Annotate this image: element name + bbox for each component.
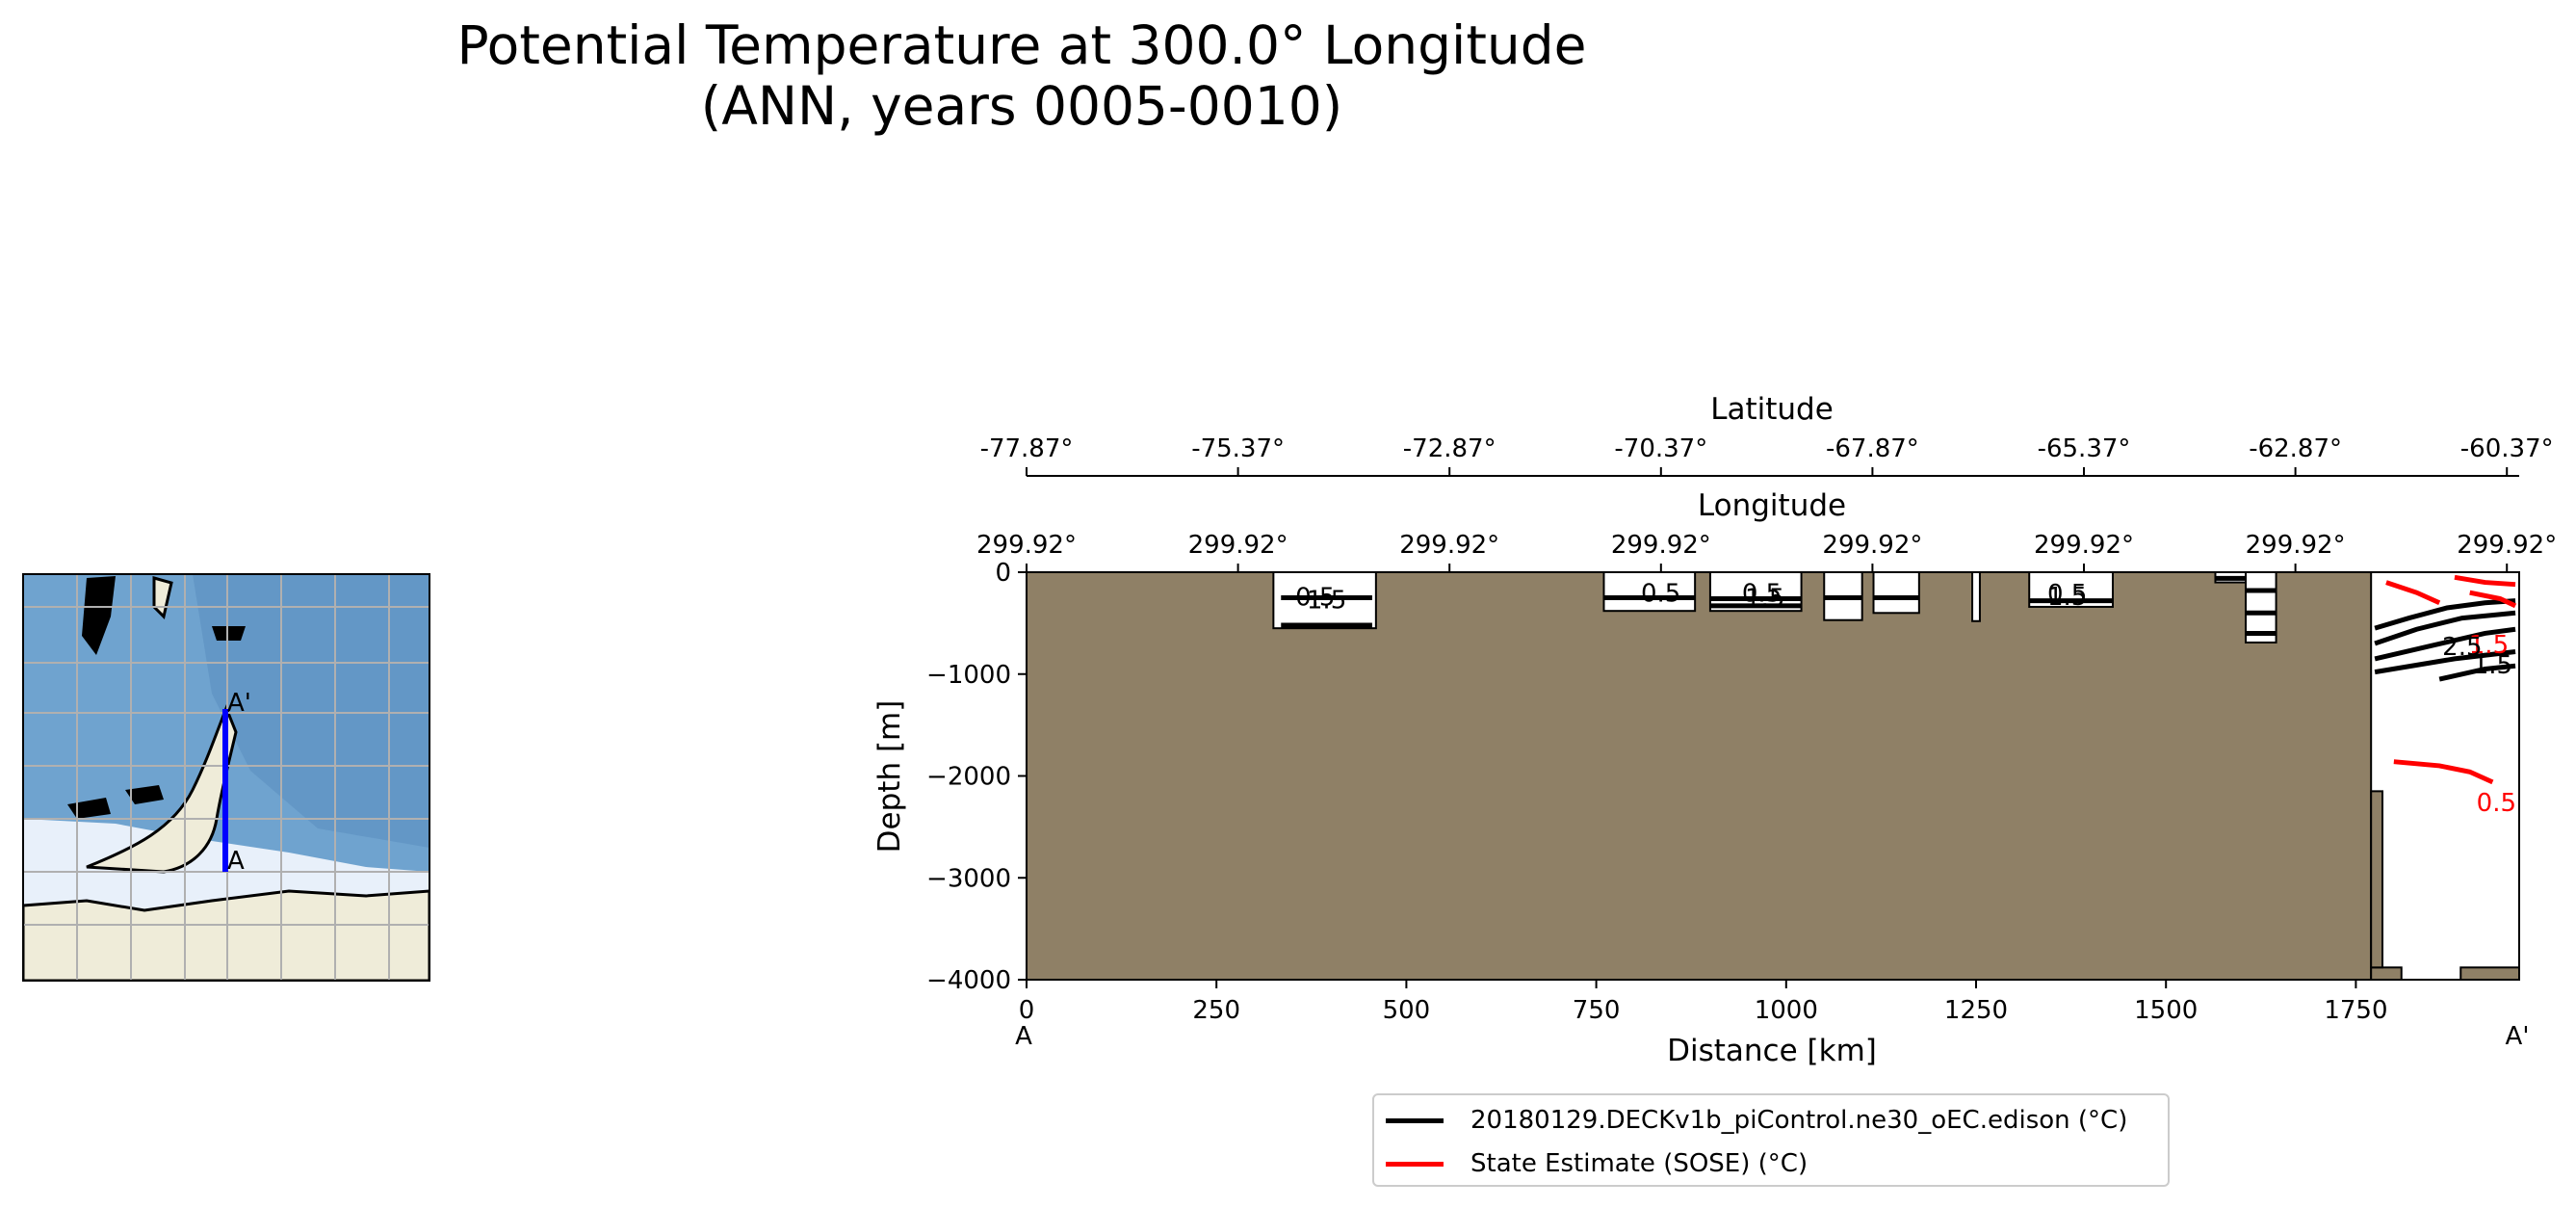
y-tick-label: −4000 <box>926 966 1011 995</box>
bathymetry <box>1027 572 2519 980</box>
lon-tick-label: 299.92° <box>1611 531 1711 560</box>
endpoint-end-label: A' <box>2506 1022 2530 1051</box>
lon-tick-label: 299.92° <box>976 531 1077 560</box>
contour-label: 1.5 <box>2047 583 2087 612</box>
legend: 20180129.DECKv1b_piControl.ne30_oEC.edis… <box>1372 1093 2170 1187</box>
contour-label: 0.5 <box>2477 789 2516 818</box>
y-tick-label: −3000 <box>926 864 1011 893</box>
contour-label: 0.5 <box>2047 580 2087 609</box>
lon-axis-label: Longitude <box>1698 488 1846 523</box>
contour-label: 0.5 <box>1641 580 1680 609</box>
ocean-region <box>1602 571 1697 613</box>
contour-model <box>2374 649 2516 675</box>
x-tick-label: 0 <box>1019 996 1035 1025</box>
contour-label: 1.5 <box>1745 584 1784 613</box>
contour-model <box>2438 663 2516 682</box>
x-tick-label: 500 <box>1383 996 1431 1025</box>
contour-model <box>2374 626 2516 662</box>
lon-tick-label: 299.92° <box>1822 531 1922 560</box>
legend-swatch <box>1386 1117 1444 1123</box>
contour-sose <box>2454 574 2516 588</box>
legend-swatch <box>1386 1161 1444 1167</box>
x-tick-label: 1000 <box>1755 996 1818 1025</box>
lat-tick-label: -77.87° <box>980 434 1074 463</box>
contour-label: 1.5 <box>2469 631 2509 660</box>
contour-label: 0.5 <box>1742 580 1782 609</box>
chart-title-line1: Potential Temperature at 300.0° Longitud… <box>456 14 1587 76</box>
ocean-region <box>1272 571 1377 630</box>
legend-item: State Estimate (SOSE) (°C) <box>1386 1144 1808 1183</box>
y-tick-label: −1000 <box>926 661 1011 690</box>
lat-axis-label: Latitude <box>1710 392 1834 427</box>
contour-label: 2.5 <box>2442 633 2482 662</box>
bathymetry <box>2459 966 2521 981</box>
x-tick-label: 750 <box>1573 996 1621 1025</box>
lon-tick-label: 299.92° <box>2457 531 2557 560</box>
lon-tick-label: 299.92° <box>1188 531 1288 560</box>
x-tick-label: 250 <box>1192 996 1240 1025</box>
contour-model <box>2374 610 2516 646</box>
legend-label: 20180129.DECKv1b_piControl.ne30_oEC.edis… <box>1470 1106 2128 1135</box>
y-tick-label: −2000 <box>926 763 1011 792</box>
ocean-region <box>1872 571 1920 615</box>
contour-label: 1.5 <box>1307 586 1346 615</box>
x-axis-label: Distance [km] <box>1667 1034 1877 1068</box>
contour-sose <box>2385 580 2441 606</box>
lat-tick-label: -67.87° <box>1826 434 1919 463</box>
x-tick-label: 1500 <box>2134 996 2198 1025</box>
ocean-region <box>1971 571 1981 622</box>
chart-title-line2: (ANN, years 0005-0010) <box>700 75 1343 137</box>
legend-label: State Estimate (SOSE) (°C) <box>1470 1149 1808 1178</box>
lon-tick-label: 299.92° <box>2034 531 2134 560</box>
lon-tick-label: 299.92° <box>1399 531 1499 560</box>
legend-item: 20180129.DECKv1b_piControl.ne30_oEC.edis… <box>1386 1101 2127 1140</box>
lat-tick-label: -62.87° <box>2249 434 2342 463</box>
x-tick-label: 1250 <box>1944 996 2008 1025</box>
y-axis-label: Depth [m] <box>872 700 907 853</box>
contour-model <box>2374 598 2516 631</box>
contour-sose <box>2469 590 2517 609</box>
lat-tick-label: -75.37° <box>1191 434 1285 463</box>
x-tick-label: 1750 <box>2324 996 2387 1025</box>
bathymetry <box>2370 790 2384 969</box>
ocean-region <box>2245 571 2277 643</box>
bathymetry <box>2370 966 2403 981</box>
lat-tick-label: -70.37° <box>1614 434 1707 463</box>
lat-tick-label: -72.87° <box>1403 434 1496 463</box>
contour-label: 0.5 <box>1295 583 1335 612</box>
endpoint-start-label: A <box>1015 1022 1032 1051</box>
contour-label: 1.5 <box>2473 651 2512 680</box>
lon-tick-label: 299.92° <box>2246 531 2346 560</box>
lat-tick-label: -65.37° <box>2038 434 2131 463</box>
y-tick-label: 0 <box>995 559 1011 588</box>
contour-sose <box>2393 759 2494 785</box>
lat-tick-label: -60.37° <box>2460 434 2554 463</box>
